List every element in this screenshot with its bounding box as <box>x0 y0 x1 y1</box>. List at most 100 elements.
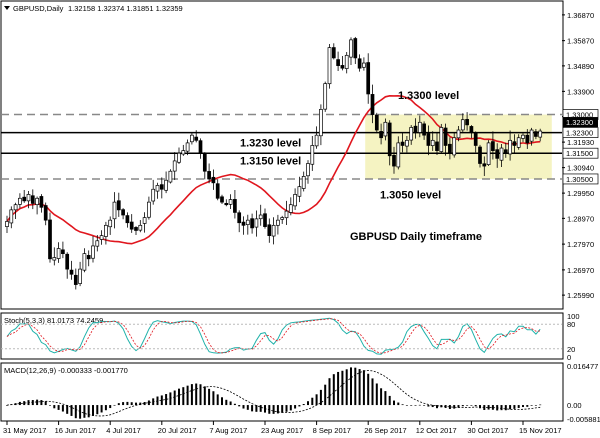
candle <box>349 37 353 65</box>
candle <box>151 179 156 205</box>
candle-body-bear <box>469 126 474 133</box>
candle <box>379 123 383 145</box>
candle <box>73 268 78 290</box>
macd-panel[interactable]: MACD(12,26,9) -0.000333 -0.001770 0.0164… <box>0 362 600 424</box>
candle <box>207 163 211 184</box>
candle-body-bull <box>155 185 160 192</box>
macd-bar <box>491 405 494 410</box>
macd-bar <box>259 405 262 412</box>
candle-body-bear <box>30 195 35 204</box>
price-panel[interactable]: 1.3300 level 1.3230 level 1.3150 level 1.30… <box>0 0 599 310</box>
dropdown-triangle-icon[interactable] <box>4 6 10 10</box>
candle <box>159 177 164 199</box>
candle <box>245 214 250 235</box>
macd-bar <box>397 402 400 406</box>
candle-body-bull <box>164 179 168 191</box>
candle <box>383 118 388 141</box>
stoch-tick-label: 100 <box>567 312 580 321</box>
candle-body-bear <box>331 47 336 59</box>
candle-body-bull <box>538 130 543 138</box>
candle-body-bull <box>327 47 332 85</box>
candle <box>465 112 469 131</box>
macd-bar <box>87 405 90 418</box>
candle <box>392 146 396 174</box>
candle <box>280 215 285 224</box>
candle-body-bear <box>478 146 482 164</box>
candle <box>495 143 500 168</box>
macd-bar <box>414 405 417 406</box>
time-tick-label: 23 Aug 2017 <box>261 426 303 435</box>
candle-body-bull <box>190 134 194 143</box>
candle <box>525 129 530 149</box>
candle <box>52 247 57 266</box>
candle-body-bull <box>177 152 181 163</box>
candle-body-bull <box>5 221 9 227</box>
price-label-box <box>562 127 599 138</box>
candle <box>413 118 418 139</box>
candle <box>340 56 345 71</box>
stoch-tick-label: 20 <box>567 345 575 354</box>
candlesticks <box>5 36 543 290</box>
candle <box>65 252 70 279</box>
candle-body-bull <box>147 201 151 218</box>
macd-bar <box>302 404 305 406</box>
candle <box>297 176 302 203</box>
candle-body-bull <box>460 119 465 131</box>
macd-bar <box>36 399 39 406</box>
candle-body-bull <box>314 134 319 147</box>
stoch-label: Stoch(5,3,3) 81.0173 74.2459 <box>4 316 103 325</box>
candle-body-bear <box>121 209 125 216</box>
candle-body-bear <box>379 131 383 139</box>
time-tick-label: 20 Jul 2017 <box>158 426 197 435</box>
candle-body-bear <box>69 269 74 275</box>
price-tick-label: 1.27970 <box>567 240 594 249</box>
candle <box>164 171 168 194</box>
candle <box>82 248 87 273</box>
macd-bar <box>461 405 464 407</box>
macd-bar <box>96 405 99 415</box>
price-axis: 1.368701.358701.348901.339001.329201.319… <box>562 11 599 300</box>
candle-body-bull <box>306 163 310 177</box>
candle <box>138 220 143 233</box>
macd-bar <box>246 405 249 410</box>
macd-bar <box>474 405 477 407</box>
candle-body-bull <box>108 219 113 228</box>
macd-bar <box>199 384 202 406</box>
candle-body-bull <box>439 127 444 152</box>
macd-bar <box>61 405 64 412</box>
candle-body-bear <box>263 213 267 227</box>
macd-bar <box>126 401 129 406</box>
time-tick-label: 4 Jul 2017 <box>106 426 141 435</box>
macd-bar <box>539 404 542 406</box>
macd-bar <box>190 384 193 406</box>
candle-body-bull <box>138 224 143 231</box>
candle <box>220 194 224 205</box>
stoch-k-line <box>6 317 541 355</box>
candle-body-bull <box>499 147 504 161</box>
candle <box>512 134 517 154</box>
candle <box>61 241 65 259</box>
candle <box>228 194 233 210</box>
moving-average-line <box>6 94 541 245</box>
candle <box>194 130 199 143</box>
symbol-label: GBPUSD,Daily <box>13 4 64 13</box>
range-box-rect <box>365 114 552 179</box>
macd-bar <box>380 388 383 406</box>
candle <box>417 115 422 138</box>
candle-body-bull <box>323 83 328 110</box>
candle-body-bull <box>383 121 388 137</box>
macd-bar <box>229 401 232 406</box>
macd-bar <box>216 394 219 406</box>
level-label-1: 1.3230 level <box>240 137 301 149</box>
candle-body-bull <box>362 62 366 68</box>
candle-body-bull <box>228 199 233 205</box>
macd-bar <box>109 405 112 409</box>
candle <box>301 171 306 192</box>
candle-body-bear <box>353 38 358 59</box>
macd-bar <box>147 400 150 406</box>
price-label-text: 1.30500 <box>566 175 593 184</box>
candle-body-bull <box>405 139 409 147</box>
macd-bar <box>457 405 460 408</box>
